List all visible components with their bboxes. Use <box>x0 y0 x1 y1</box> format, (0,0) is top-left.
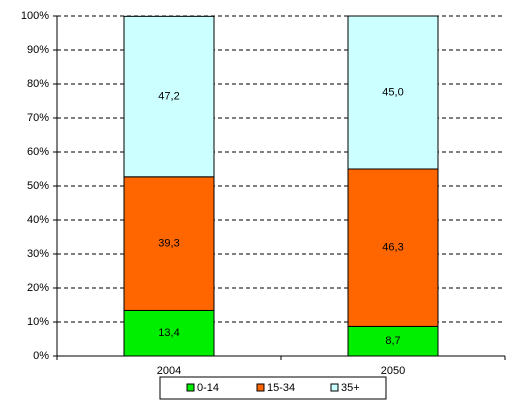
legend-box <box>159 376 387 400</box>
value-label: 47,2 <box>158 90 179 102</box>
y-tick-label: 90% <box>27 44 49 56</box>
bar-segment <box>123 309 215 357</box>
value-label: 39,3 <box>158 238 179 250</box>
y-tick-label: 70% <box>27 112 49 124</box>
x-tick-label: 2004 <box>157 365 181 377</box>
y-tick-label: 10% <box>27 316 49 328</box>
y-tick-label: 20% <box>27 282 49 294</box>
bar-segment <box>123 176 215 311</box>
legend-label: 15-34 <box>267 382 295 394</box>
y-tick-label: 50% <box>27 180 49 192</box>
bar-segment <box>123 15 215 178</box>
legend-swatch <box>186 383 195 392</box>
bar-segment <box>347 15 439 170</box>
value-label: 8,7 <box>385 335 400 347</box>
legend-label: 0-14 <box>197 382 219 394</box>
bar-segment <box>347 168 439 327</box>
x-tick-label: 2050 <box>381 365 405 377</box>
y-tick-label: 100% <box>21 10 49 22</box>
legend-swatch <box>330 383 339 392</box>
value-label: 46,3 <box>382 242 403 254</box>
y-tick-label: 40% <box>27 214 49 226</box>
legend-swatch <box>256 383 265 392</box>
y-tick-label: 80% <box>27 78 49 90</box>
legend-label: 35+ <box>341 382 360 394</box>
y-tick-label: 30% <box>27 248 49 260</box>
value-label: 13,4 <box>158 327 179 339</box>
bar-segment <box>347 325 439 357</box>
y-tick-label: 0% <box>33 350 49 362</box>
y-tick-label: 60% <box>27 146 49 158</box>
value-label: 45,0 <box>382 86 403 98</box>
